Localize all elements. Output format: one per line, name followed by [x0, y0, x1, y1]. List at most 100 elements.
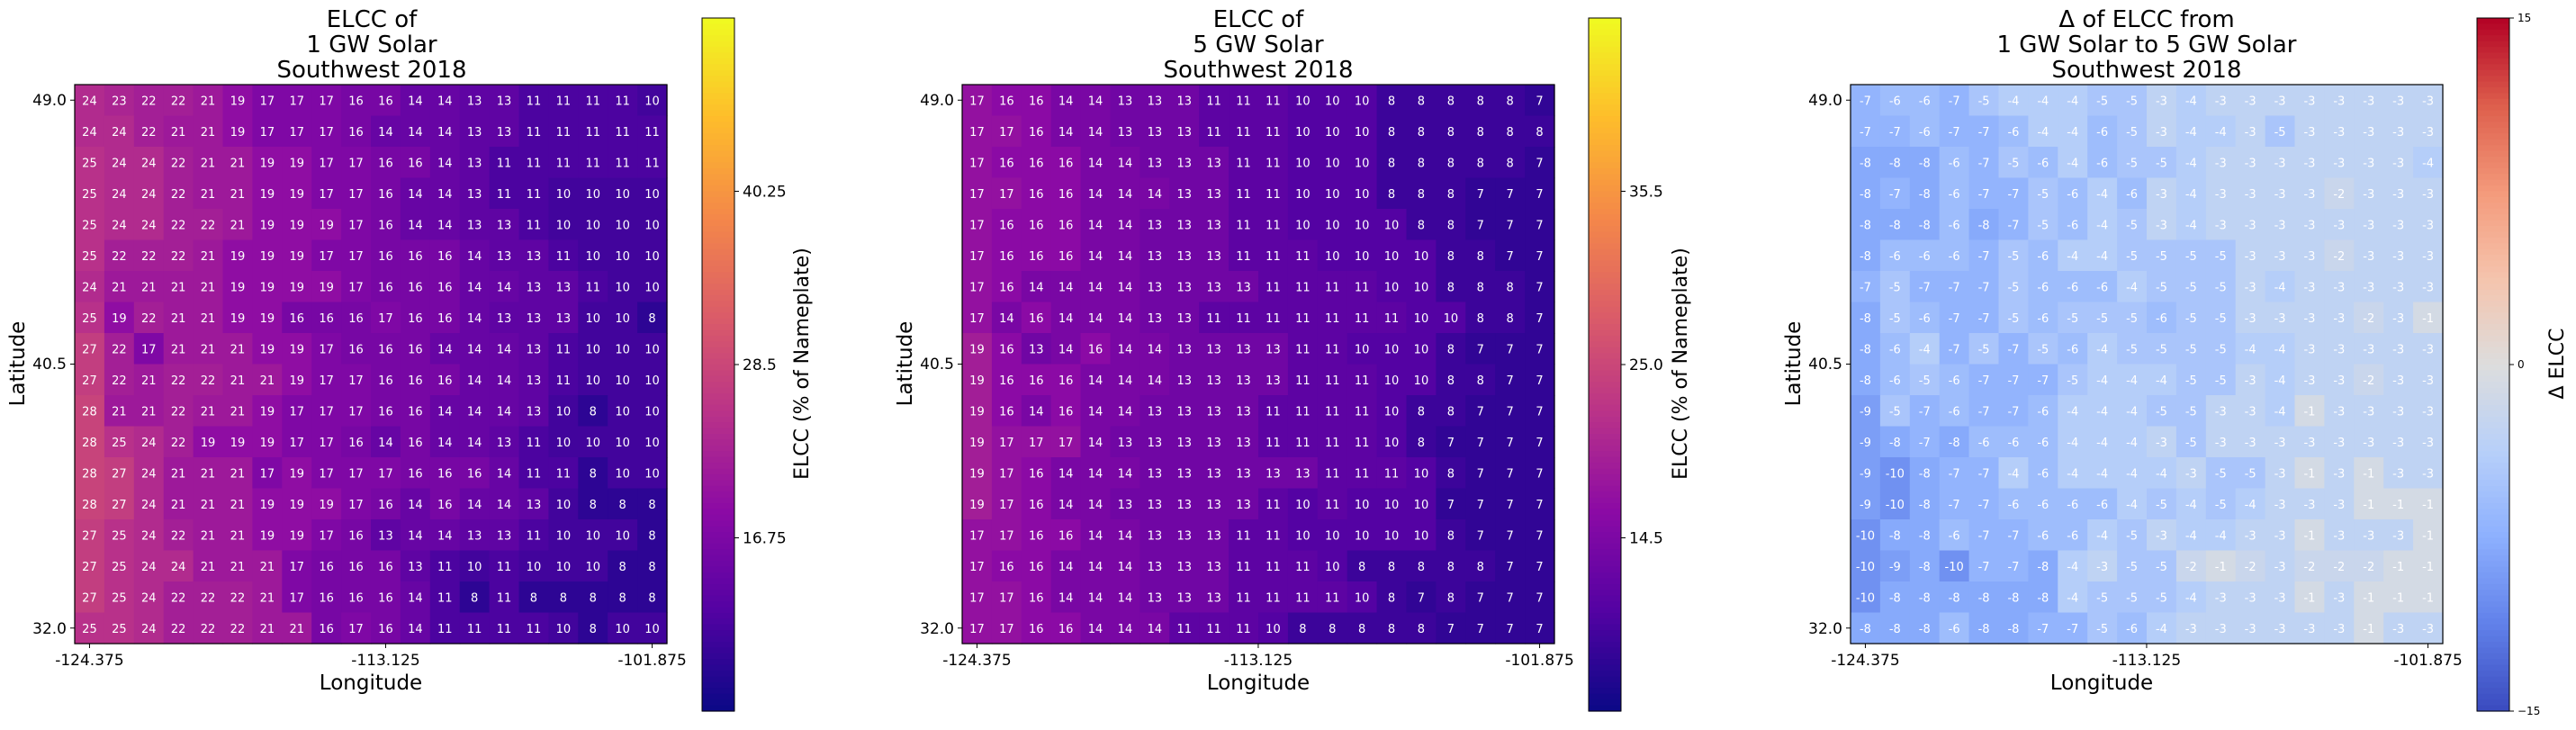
colorbar-segment — [2477, 41, 2509, 48]
heatmap-cell — [2294, 395, 2325, 428]
heatmap-cell — [371, 457, 401, 490]
cell-value-label: 19 — [289, 188, 304, 202]
heatmap-cell — [1851, 85, 1881, 117]
cell-value-label: 16 — [348, 95, 364, 108]
heatmap-cell — [1436, 488, 1466, 520]
cell-value-label: -7 — [1949, 499, 1960, 512]
heatmap-cell — [1879, 177, 1911, 210]
cell-value-label: 10 — [1414, 467, 1429, 481]
cell-value-label: 8 — [1418, 157, 1425, 170]
heatmap-cell — [2058, 333, 2088, 365]
heatmap-cell — [1287, 85, 1319, 117]
cell-value-label: 13 — [467, 95, 482, 108]
colorbar-segment — [2477, 167, 2509, 175]
heatmap-cell — [2147, 581, 2177, 614]
heatmap-cell — [459, 85, 491, 117]
cell-value-label: 17 — [969, 219, 985, 232]
cell-value-label: -3 — [2422, 219, 2434, 232]
heatmap-cell — [104, 302, 135, 334]
colorbar-segment — [1589, 341, 1621, 348]
cell-value-label: 16 — [408, 157, 423, 170]
cell-value-label: 10 — [1325, 529, 1340, 543]
cell-value-label: -4 — [2096, 529, 2108, 543]
cell-value-label: 7 — [1477, 529, 1484, 543]
heatmap-cell — [489, 519, 520, 552]
cell-value-label: 8 — [1477, 250, 1484, 264]
cell-value-label: 19 — [969, 467, 985, 481]
cell-value-label: -3 — [2363, 529, 2374, 543]
colorbar-segment — [2477, 526, 2509, 533]
cell-value-label: -6 — [1949, 250, 1960, 264]
heatmap-cell — [2175, 488, 2207, 520]
colorbar-segment — [1589, 514, 1621, 521]
cell-value-label: 10 — [585, 529, 600, 543]
heatmap-cell — [163, 147, 194, 179]
heatmap-cell — [489, 364, 520, 396]
heatmap-cell — [518, 239, 549, 272]
cell-value-label: 13 — [1206, 467, 1221, 481]
heatmap-cell — [1199, 85, 1229, 117]
cell-value-label: 19 — [260, 312, 275, 326]
heatmap-cell — [222, 271, 253, 303]
colorbar-segment — [2477, 410, 2509, 418]
heatmap-cell — [1080, 147, 1112, 179]
heatmap-cell — [2028, 612, 2058, 644]
colorbar-segment — [1589, 214, 1621, 221]
panel-2-y-ticks: 49.0 40.5 32.0 — [920, 92, 962, 638]
colorbar-segment — [1589, 255, 1621, 262]
cell-value-label: 16 — [378, 591, 393, 605]
cell-value-label: -3 — [2392, 281, 2404, 294]
heatmap-cell — [2175, 302, 2207, 334]
heatmap-cell — [1021, 85, 1052, 117]
cell-value-label: 11 — [644, 126, 660, 140]
cell-value-label: -4 — [2067, 467, 2078, 481]
cell-value-label: 16 — [348, 126, 364, 140]
cell-value-label: 19 — [969, 437, 985, 450]
cell-value-label: 8 — [590, 499, 597, 512]
heatmap-cell — [991, 115, 1022, 148]
heatmap-cell — [1199, 426, 1229, 458]
cell-value-label: -4 — [2096, 343, 2108, 356]
cell-value-label: 16 — [437, 499, 453, 512]
heatmap-cell — [1229, 519, 1259, 552]
panel-2-x-tick-label: -101.875 — [1505, 652, 1573, 670]
heatmap-cell — [282, 581, 312, 614]
heatmap-cell — [1465, 115, 1496, 148]
colorbar-segment — [2477, 266, 2509, 273]
heatmap-cell — [2058, 147, 2088, 179]
heatmap-cell — [1050, 239, 1082, 272]
heatmap-cell — [133, 581, 165, 614]
heatmap-cell — [2205, 457, 2237, 490]
cell-value-label: -6 — [1949, 623, 1960, 636]
cell-value-label: 10 — [556, 188, 572, 202]
colorbar-segment — [2477, 382, 2509, 389]
colorbar-segment — [2477, 347, 2509, 354]
cell-value-label: 13 — [378, 529, 393, 543]
cell-value-label: -5 — [2156, 561, 2167, 574]
cell-value-label: 11 — [1325, 343, 1340, 356]
heatmap-cell — [1287, 426, 1319, 458]
heatmap-cell — [2354, 488, 2384, 520]
heatmap-cell — [222, 302, 253, 334]
cell-value-label: -6 — [2037, 499, 2049, 512]
cell-value-label: 22 — [112, 343, 127, 356]
heatmap-cell — [371, 177, 401, 210]
cell-value-label: 24 — [141, 467, 157, 481]
colorbar-segment — [702, 572, 734, 580]
cell-value-label: 16 — [999, 343, 1014, 356]
heatmap-cell — [2205, 581, 2237, 614]
heatmap-cell — [1851, 239, 1881, 272]
cell-value-label: -7 — [1889, 126, 1901, 140]
cell-value-label: 22 — [171, 591, 186, 605]
cell-value-label: 14 — [1118, 250, 1133, 264]
heatmap-cell — [459, 488, 491, 520]
heatmap-cell — [1317, 115, 1348, 148]
cell-value-label: 10 — [615, 374, 630, 388]
heatmap-cell — [459, 115, 491, 148]
cell-value-label: 13 — [527, 281, 542, 294]
cell-value-label: 10 — [556, 529, 572, 543]
cell-value-label: 14 — [1088, 561, 1103, 574]
heatmap-cell — [2028, 457, 2058, 490]
cell-value-label: 11 — [1384, 467, 1400, 481]
cell-value-label: -1 — [2303, 529, 2315, 543]
